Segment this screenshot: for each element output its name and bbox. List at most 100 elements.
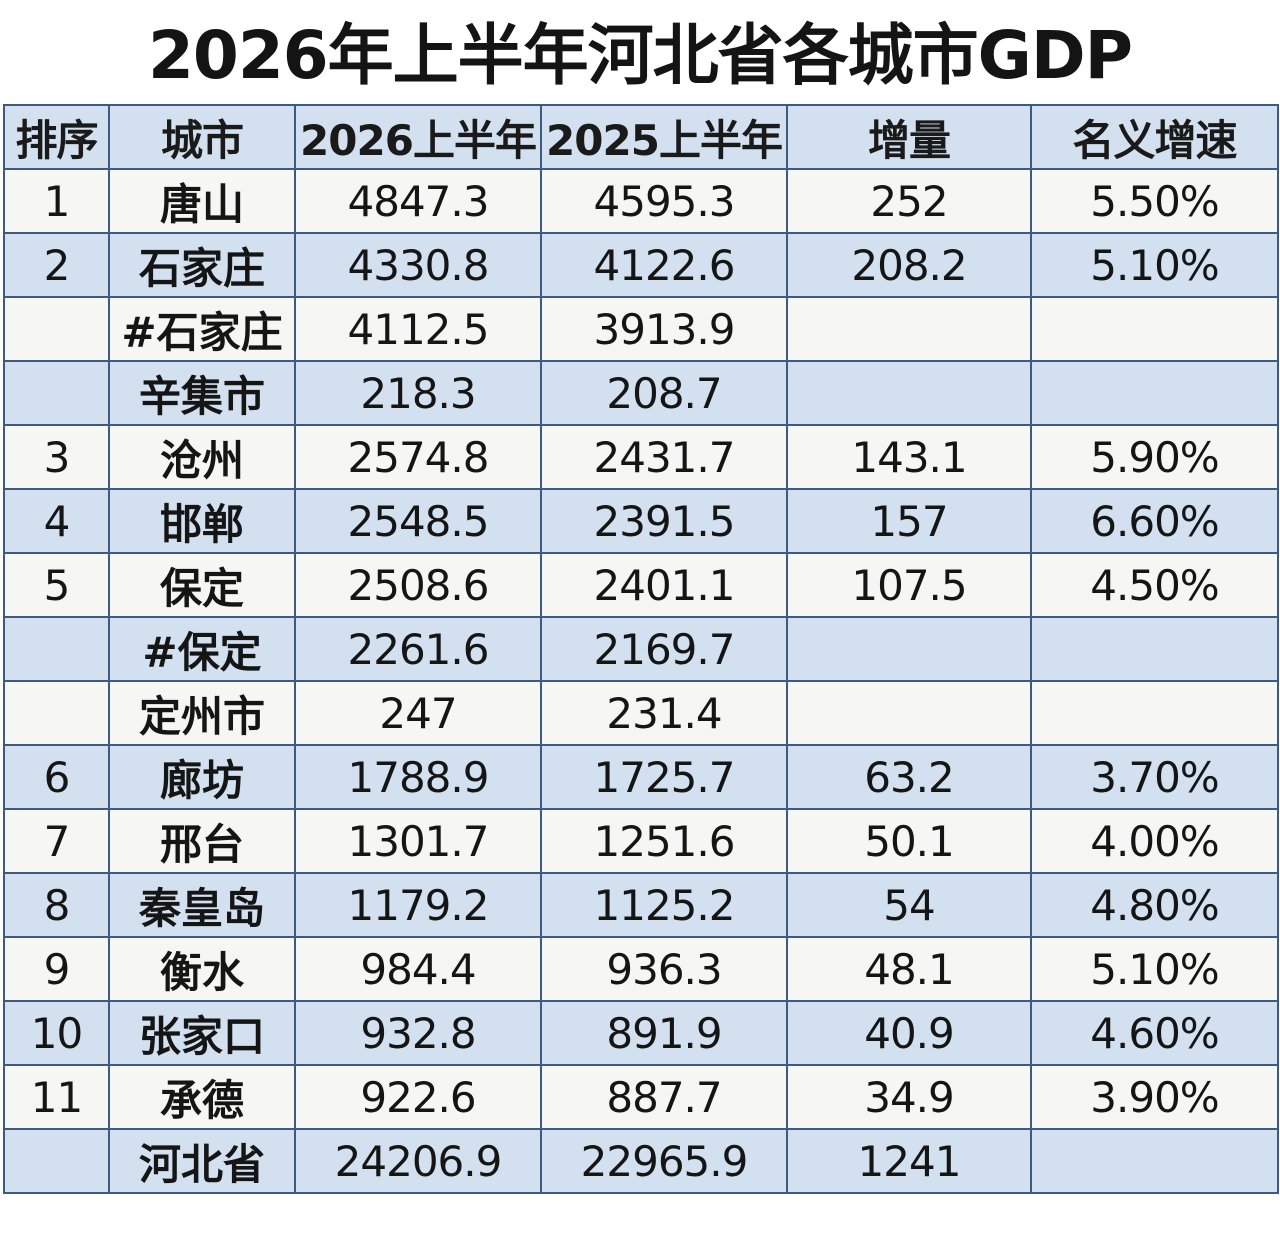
growth-cell [1030, 1128, 1279, 1194]
gdp-2025-cell: 887.7 [540, 1064, 788, 1130]
rank-cell [3, 296, 110, 362]
table-row: 1 唐山 4847.3 4595.3 252 5.50% [3, 168, 1279, 234]
table-row: 9 衡水 984.4 936.3 48.1 5.10% [3, 936, 1279, 1002]
gdp-2025-cell: 4595.3 [540, 168, 788, 234]
gdp-2026-cell: 932.8 [294, 1000, 542, 1066]
table-row: 7 邢台 1301.7 1251.6 50.1 4.00% [3, 808, 1279, 874]
rank-cell [3, 616, 110, 682]
table-row: #石家庄 4112.5 3913.9 [3, 296, 1279, 362]
growth-cell: 4.50% [1030, 552, 1279, 618]
city-cell: 定州市 [108, 680, 296, 746]
gdp-2026-cell: 984.4 [294, 936, 542, 1002]
table-row: 10 张家口 932.8 891.9 40.9 4.60% [3, 1000, 1279, 1066]
table-row: 辛集市 218.3 208.7 [3, 360, 1279, 426]
increase-cell: 1241 [786, 1128, 1032, 1194]
growth-cell [1030, 360, 1279, 426]
rank-cell: 7 [3, 808, 110, 874]
gdp-2025-cell: 2169.7 [540, 616, 788, 682]
gdp-2026-cell: 1788.9 [294, 744, 542, 810]
increase-cell: 40.9 [786, 1000, 1032, 1066]
growth-cell: 5.10% [1030, 936, 1279, 1002]
city-cell: 秦皇岛 [108, 872, 296, 938]
table-row: 定州市 247 231.4 [3, 680, 1279, 746]
header-city: 城市 [108, 104, 296, 170]
growth-cell: 5.10% [1030, 232, 1279, 298]
increase-cell: 107.5 [786, 552, 1032, 618]
table-row: 3 沧州 2574.8 2431.7 143.1 5.90% [3, 424, 1279, 490]
increase-cell: 208.2 [786, 232, 1032, 298]
growth-cell: 6.60% [1030, 488, 1279, 554]
table-row: 6 廊坊 1788.9 1725.7 63.2 3.70% [3, 744, 1279, 810]
page-title: 2026年上半年河北省各城市GDP [147, 17, 1133, 94]
growth-cell: 3.70% [1030, 744, 1279, 810]
table-body: 1 唐山 4847.3 4595.3 252 5.50% 2 石家庄 4330.… [3, 168, 1279, 1194]
rank-cell [3, 360, 110, 426]
rank-cell: 1 [3, 168, 110, 234]
table-header-row: 排序 城市 2026上半年 2025上半年 增量 名义增速 [3, 104, 1279, 170]
gdp-table: 排序 城市 2026上半年 2025上半年 增量 名义增速 1 唐山 4847.… [3, 104, 1279, 1194]
gdp-2025-cell: 1125.2 [540, 872, 788, 938]
growth-cell: 4.00% [1030, 808, 1279, 874]
city-cell: #保定 [108, 616, 296, 682]
growth-cell: 4.80% [1030, 872, 1279, 938]
increase-cell [786, 680, 1032, 746]
table-row-total: 河北省 24206.9 22965.9 1241 [3, 1128, 1279, 1194]
gdp-2025-cell: 3913.9 [540, 296, 788, 362]
rank-cell: 2 [3, 232, 110, 298]
increase-cell: 63.2 [786, 744, 1032, 810]
table-row: 11 承德 922.6 887.7 34.9 3.90% [3, 1064, 1279, 1130]
gdp-2025-cell: 2391.5 [540, 488, 788, 554]
table-row: 8 秦皇岛 1179.2 1125.2 54 4.80% [3, 872, 1279, 938]
city-cell: 河北省 [108, 1128, 296, 1194]
gdp-2025-cell: 936.3 [540, 936, 788, 1002]
gdp-2026-cell: 1301.7 [294, 808, 542, 874]
city-cell: 邢台 [108, 808, 296, 874]
rank-cell: 10 [3, 1000, 110, 1066]
gdp-2025-cell: 22965.9 [540, 1128, 788, 1194]
gdp-2025-cell: 891.9 [540, 1000, 788, 1066]
increase-cell: 252 [786, 168, 1032, 234]
growth-cell: 3.90% [1030, 1064, 1279, 1130]
city-cell: 张家口 [108, 1000, 296, 1066]
city-cell: 保定 [108, 552, 296, 618]
rank-cell: 8 [3, 872, 110, 938]
city-cell: 唐山 [108, 168, 296, 234]
header-h1-2025: 2025上半年 [540, 104, 788, 170]
gdp-2026-cell: 2548.5 [294, 488, 542, 554]
rank-cell: 9 [3, 936, 110, 1002]
increase-cell: 48.1 [786, 936, 1032, 1002]
increase-cell: 50.1 [786, 808, 1032, 874]
gdp-2026-cell: 218.3 [294, 360, 542, 426]
table-row: 4 邯郸 2548.5 2391.5 157 6.60% [3, 488, 1279, 554]
gdp-2026-cell: 4112.5 [294, 296, 542, 362]
growth-cell: 5.90% [1030, 424, 1279, 490]
increase-cell: 143.1 [786, 424, 1032, 490]
rank-cell: 5 [3, 552, 110, 618]
rank-cell: 6 [3, 744, 110, 810]
city-cell: 邯郸 [108, 488, 296, 554]
city-cell: 辛集市 [108, 360, 296, 426]
gdp-2025-cell: 2401.1 [540, 552, 788, 618]
gdp-2026-cell: 2574.8 [294, 424, 542, 490]
increase-cell: 157 [786, 488, 1032, 554]
growth-cell: 5.50% [1030, 168, 1279, 234]
increase-cell: 34.9 [786, 1064, 1032, 1130]
header-growth: 名义增速 [1030, 104, 1279, 170]
increase-cell [786, 296, 1032, 362]
city-cell: 廊坊 [108, 744, 296, 810]
header-increase: 增量 [786, 104, 1032, 170]
gdp-2025-cell: 4122.6 [540, 232, 788, 298]
growth-cell: 4.60% [1030, 1000, 1279, 1066]
gdp-2026-cell: 24206.9 [294, 1128, 542, 1194]
increase-cell [786, 360, 1032, 426]
rank-cell [3, 680, 110, 746]
header-h1-2026: 2026上半年 [294, 104, 542, 170]
gdp-2025-cell: 2431.7 [540, 424, 788, 490]
city-cell: 沧州 [108, 424, 296, 490]
gdp-2026-cell: 1179.2 [294, 872, 542, 938]
gdp-2025-cell: 1251.6 [540, 808, 788, 874]
growth-cell [1030, 296, 1279, 362]
growth-cell [1030, 616, 1279, 682]
table-row: #保定 2261.6 2169.7 [3, 616, 1279, 682]
increase-cell: 54 [786, 872, 1032, 938]
